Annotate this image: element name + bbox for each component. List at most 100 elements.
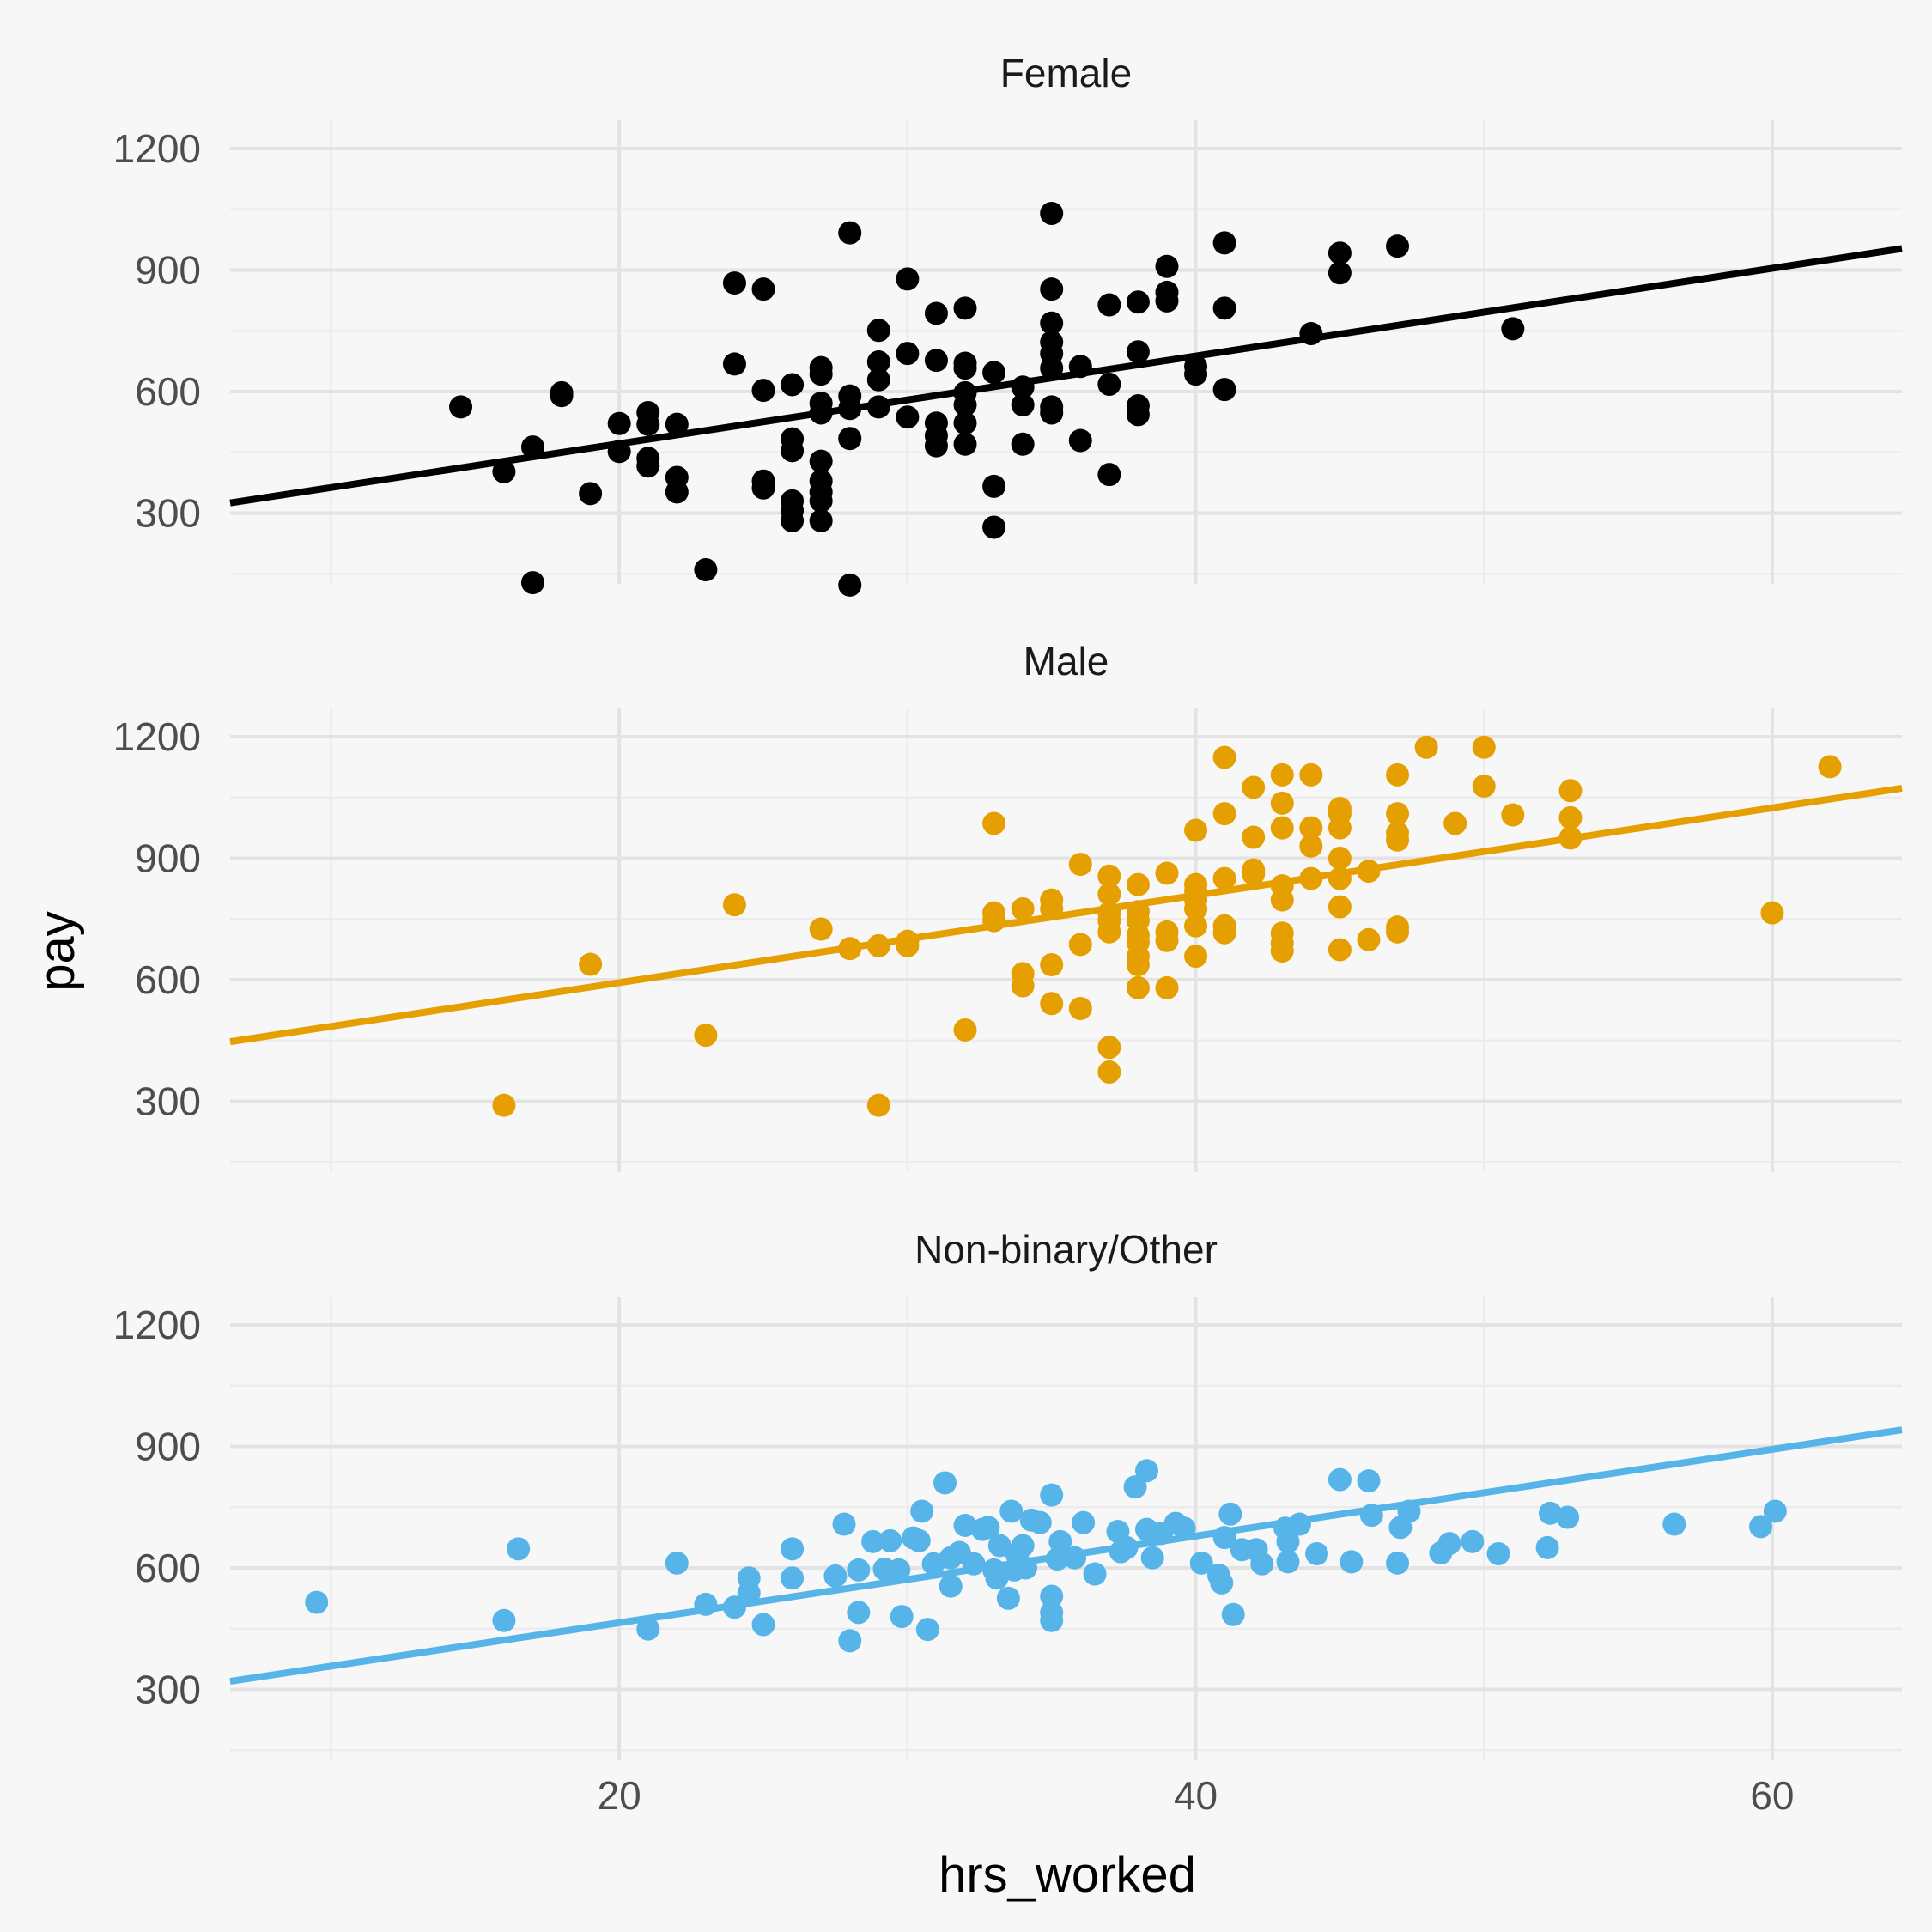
data-point bbox=[1299, 834, 1323, 858]
data-point bbox=[1763, 1499, 1787, 1523]
data-point bbox=[1011, 393, 1035, 417]
data-point bbox=[982, 361, 1006, 385]
data-point bbox=[449, 395, 473, 419]
data-point bbox=[809, 489, 833, 513]
data-point bbox=[1212, 231, 1236, 255]
data-point bbox=[809, 449, 833, 473]
data-point bbox=[996, 1586, 1020, 1610]
data-point bbox=[1126, 403, 1150, 427]
data-point bbox=[1068, 853, 1092, 877]
data-point bbox=[1126, 872, 1150, 896]
data-point bbox=[1123, 1475, 1147, 1499]
y-tick-label: 900 bbox=[135, 835, 201, 880]
data-point bbox=[1818, 755, 1842, 779]
data-point bbox=[1212, 920, 1236, 945]
y-tick-label: 1200 bbox=[113, 1303, 201, 1347]
data-point bbox=[1276, 1550, 1300, 1574]
data-point bbox=[809, 917, 833, 941]
data-point bbox=[1189, 1551, 1213, 1575]
facet-title: Non-binary/Other bbox=[914, 1227, 1218, 1272]
data-point bbox=[924, 301, 948, 325]
data-point bbox=[1242, 825, 1266, 849]
data-point bbox=[1327, 895, 1352, 919]
data-point bbox=[953, 296, 977, 320]
y-tick-label: 600 bbox=[135, 1546, 201, 1590]
data-point bbox=[1184, 914, 1208, 938]
data-point bbox=[579, 482, 603, 506]
data-point bbox=[1068, 428, 1092, 453]
data-point bbox=[809, 508, 833, 532]
data-point bbox=[866, 350, 890, 374]
data-point bbox=[1386, 802, 1410, 826]
data-point bbox=[1097, 920, 1121, 944]
data-point bbox=[722, 271, 746, 295]
data-point bbox=[1155, 975, 1179, 999]
data-point bbox=[1126, 975, 1150, 999]
data-point bbox=[1357, 1469, 1381, 1493]
data-point bbox=[1270, 791, 1294, 815]
data-point bbox=[1461, 1529, 1485, 1553]
data-point bbox=[1270, 816, 1294, 840]
data-point bbox=[953, 393, 977, 417]
data-point bbox=[987, 1534, 1012, 1558]
data-point bbox=[492, 1608, 516, 1632]
data-point bbox=[1327, 241, 1352, 265]
data-point bbox=[1184, 896, 1208, 920]
data-point bbox=[1097, 372, 1121, 396]
data-point bbox=[1212, 802, 1236, 826]
data-point bbox=[933, 1471, 957, 1495]
data-point bbox=[1097, 463, 1121, 487]
data-point bbox=[1270, 888, 1294, 912]
data-point bbox=[1126, 340, 1150, 364]
data-point bbox=[838, 1629, 862, 1653]
data-point bbox=[1443, 811, 1467, 835]
data-point bbox=[1097, 293, 1121, 317]
data-point bbox=[1068, 996, 1092, 1020]
data-point bbox=[1083, 1562, 1107, 1586]
data-point bbox=[1749, 1515, 1773, 1539]
data-point bbox=[838, 221, 862, 245]
data-point bbox=[492, 459, 516, 483]
data-point bbox=[1299, 762, 1323, 787]
data-point bbox=[924, 434, 948, 458]
data-point bbox=[1155, 928, 1179, 952]
facet-panel: 300 600 900 1200 Male bbox=[113, 639, 1903, 1172]
data-point bbox=[1558, 805, 1583, 829]
data-point bbox=[694, 557, 718, 581]
facet-panel: 300 600 900 1200 Non-binary/Other bbox=[113, 1227, 1903, 1760]
data-point bbox=[1140, 1546, 1164, 1570]
data-point bbox=[751, 476, 775, 500]
data-point bbox=[985, 1566, 1009, 1590]
data-point bbox=[1437, 1532, 1461, 1556]
data-point bbox=[781, 1537, 805, 1561]
data-point bbox=[751, 379, 775, 403]
data-point bbox=[847, 1601, 871, 1625]
y-tick-label: 600 bbox=[135, 369, 201, 414]
data-point bbox=[1327, 261, 1352, 285]
data-point bbox=[1212, 745, 1236, 769]
facet-title: Female bbox=[1000, 51, 1132, 95]
data-point bbox=[861, 1529, 885, 1553]
y-tick-label: 900 bbox=[135, 247, 201, 292]
data-point bbox=[1040, 401, 1064, 425]
trend-line bbox=[229, 1426, 1903, 1685]
data-point bbox=[636, 1617, 660, 1641]
data-point bbox=[781, 508, 805, 532]
data-point bbox=[751, 1613, 775, 1637]
data-point bbox=[722, 893, 746, 917]
data-point bbox=[1184, 362, 1208, 386]
data-point bbox=[694, 1024, 718, 1048]
x-tick-label: 40 bbox=[1174, 1773, 1218, 1818]
data-point bbox=[1218, 1502, 1242, 1526]
data-point bbox=[1299, 816, 1323, 840]
data-point bbox=[737, 1566, 761, 1590]
trend-line bbox=[229, 245, 1903, 507]
data-point bbox=[550, 384, 574, 408]
data-point bbox=[1184, 818, 1208, 842]
facet-panel: 300 600 900 1200 Female bbox=[113, 51, 1903, 597]
y-tick-label: 300 bbox=[135, 1667, 201, 1711]
data-point bbox=[1558, 779, 1583, 803]
data-point bbox=[999, 1499, 1024, 1523]
data-point bbox=[1040, 311, 1064, 335]
